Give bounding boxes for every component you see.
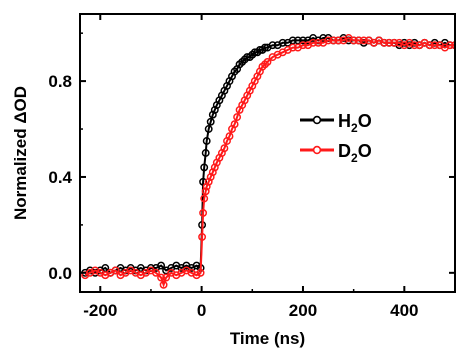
x-tick-label: 200 bbox=[289, 301, 317, 320]
data-point bbox=[162, 273, 171, 282]
data-point bbox=[430, 41, 439, 50]
legend-marker bbox=[312, 145, 322, 155]
data-point bbox=[309, 38, 318, 47]
x-tick-label: -200 bbox=[83, 301, 117, 320]
data-point bbox=[390, 38, 399, 47]
data-point bbox=[230, 120, 239, 129]
legend-item-2: D2O bbox=[300, 141, 372, 165]
data-point bbox=[196, 268, 205, 277]
data-point bbox=[314, 38, 323, 47]
data-point bbox=[206, 117, 215, 126]
data-point bbox=[299, 41, 307, 50]
y-axis-title: Normalized ΔOD bbox=[11, 86, 30, 220]
legend-label: H2O bbox=[338, 111, 372, 135]
axes-layer: -200 0 200 400 0.0 0.4 0.8 bbox=[48, 13, 456, 320]
data-point bbox=[208, 168, 217, 177]
data-point bbox=[202, 137, 211, 145]
data-point bbox=[233, 113, 242, 122]
data-point bbox=[288, 43, 297, 52]
series-line-2 bbox=[84, 36, 455, 288]
series-1 bbox=[81, 34, 456, 277]
y-tick-label: 0.0 bbox=[48, 264, 72, 283]
data-point bbox=[349, 36, 358, 45]
data-point bbox=[199, 208, 208, 217]
x-tick-label: 400 bbox=[390, 301, 418, 320]
data-point bbox=[210, 105, 219, 114]
series-layer bbox=[81, 34, 456, 289]
data-point bbox=[198, 232, 207, 241]
data-point bbox=[268, 41, 277, 50]
series-line-1 bbox=[84, 36, 455, 274]
data-point bbox=[324, 36, 333, 45]
data-point bbox=[157, 273, 166, 282]
data-point bbox=[261, 43, 269, 52]
data-point bbox=[200, 163, 209, 172]
data-point bbox=[293, 36, 302, 45]
y-tick-label: 0.4 bbox=[48, 168, 72, 187]
data-point bbox=[210, 163, 219, 172]
data-point bbox=[410, 41, 419, 50]
data-point bbox=[201, 187, 210, 196]
data-point bbox=[201, 149, 210, 157]
data-point bbox=[445, 41, 454, 50]
data-point bbox=[225, 132, 234, 141]
data-point bbox=[202, 182, 211, 191]
x-axis-title: Time (ns) bbox=[230, 329, 305, 348]
x-tick-label: 0 bbox=[197, 301, 206, 320]
data-point bbox=[385, 38, 394, 47]
data-point bbox=[111, 266, 120, 275]
data-point bbox=[263, 57, 272, 66]
data-point bbox=[204, 125, 213, 133]
series-2 bbox=[81, 34, 456, 289]
data-point bbox=[425, 41, 434, 50]
legend-label: D2O bbox=[338, 141, 372, 165]
data-point bbox=[288, 36, 297, 45]
data-point bbox=[200, 194, 209, 203]
legend-item-1: H2O bbox=[300, 111, 372, 135]
data-point bbox=[278, 38, 287, 47]
y-tick-label: 0.8 bbox=[48, 72, 72, 91]
data-point bbox=[359, 36, 368, 45]
data-point bbox=[159, 280, 168, 289]
data-point bbox=[101, 264, 110, 272]
data-point bbox=[204, 177, 213, 186]
data-point bbox=[299, 36, 307, 45]
data-point bbox=[380, 38, 389, 47]
data-point bbox=[152, 268, 160, 277]
legend-marker bbox=[312, 115, 322, 125]
data-point bbox=[208, 110, 217, 119]
data-point bbox=[157, 261, 166, 270]
data-point bbox=[329, 36, 338, 45]
data-point bbox=[354, 36, 363, 45]
plot-frame bbox=[79, 13, 456, 293]
data-point bbox=[220, 144, 229, 153]
data-point bbox=[334, 36, 343, 45]
